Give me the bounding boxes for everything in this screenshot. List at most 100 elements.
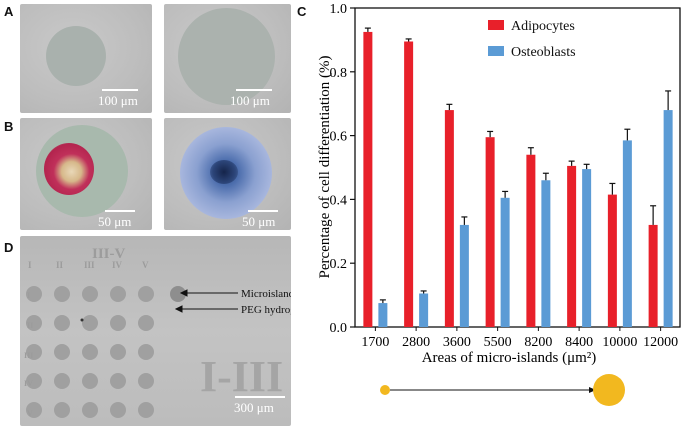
microisland-dot (82, 373, 98, 389)
chart-axes (354, 7, 681, 328)
scale-label-a-left: 100 μm (98, 93, 138, 108)
microisland-dot (26, 402, 42, 418)
x-tick-label: 8400 (565, 335, 593, 350)
col-label-2: II (56, 260, 64, 270)
large-microisland (178, 8, 275, 105)
microisland-dot (138, 373, 154, 389)
bar-adipocytes-12000 (648, 224, 658, 327)
col-label-5: V (142, 260, 149, 270)
x-tick-label: 1700 (361, 335, 389, 350)
size-indicator (380, 374, 625, 406)
col-label-3: III (84, 260, 95, 270)
microisland-label: Microisland (241, 288, 291, 300)
y-tick-label: 0.6 (330, 130, 348, 145)
microisland-dot (26, 286, 42, 302)
bar-adipocytes-3600 (444, 110, 454, 327)
bar-osteoblasts-1700 (378, 303, 388, 327)
debris-dot (80, 318, 84, 322)
microisland-dot (110, 286, 126, 302)
microisland-dot (110, 373, 126, 389)
col-label-4: IV (112, 260, 123, 270)
y-axis-label: Percentage of cell differentiation (%) (317, 56, 333, 279)
microisland-dot (110, 402, 126, 418)
microisland-dot (82, 286, 98, 302)
scale-label-b-left: 50 μm (98, 214, 132, 229)
microisland-dot (82, 344, 98, 360)
chart-bars (363, 27, 673, 328)
bar-osteoblasts-8200 (541, 180, 551, 327)
y-tick-label: 0.0 (330, 321, 348, 336)
microisland-dot (54, 286, 70, 302)
bar-adipocytes-8400 (567, 165, 577, 327)
microisland-dot (138, 286, 154, 302)
bar-adipocytes-8200 (526, 154, 536, 327)
annotation-arrows (174, 289, 238, 313)
row-label-2: II (27, 321, 33, 330)
micrograph-a-left: 100 μm (20, 4, 152, 113)
microisland-dot (26, 344, 42, 360)
bar-osteoblasts-10000 (622, 140, 632, 327)
micrograph-d: III-V I II III IV V I II III IV V I-III … (20, 236, 291, 426)
x-tick-label: 10000 (602, 335, 637, 350)
bar-chart: 0.0 0.2 0.4 0.6 0.8 1.0 1700 2800 3600 5500 8200 84… (317, 2, 681, 406)
microisland-dot (110, 315, 126, 331)
size-arrow-head (589, 387, 596, 393)
microisland-dot (26, 315, 42, 331)
small-area-marker (380, 385, 390, 395)
col-label-1: I (28, 260, 32, 270)
microisland-dot (54, 315, 70, 331)
microisland-dot (138, 402, 154, 418)
microisland-dot (82, 402, 98, 418)
microisland-dot (138, 344, 154, 360)
row-label-4: IV (24, 379, 33, 388)
x-tick-label: 3600 (443, 335, 471, 350)
bar-osteoblasts-5500 (500, 197, 510, 327)
panel-letter-b: B (4, 119, 14, 134)
scale-label-a-right: 100 μm (230, 93, 270, 108)
legend-label-osteoblasts: Osteoblasts (511, 45, 576, 60)
bar-adipocytes-5500 (485, 137, 495, 327)
y-tick-label: 0.4 (330, 193, 348, 208)
blue-stain-core (210, 160, 238, 184)
scale-label-b-right: 50 μm (242, 214, 276, 229)
arrow-head-microisland (179, 289, 188, 297)
legend-swatch-adipocytes (488, 20, 504, 30)
scale-bar (236, 89, 272, 91)
scale-bar (235, 396, 285, 398)
bar-adipocytes-2800 (404, 41, 414, 328)
bar-adipocytes-10000 (607, 194, 617, 327)
legend-label-adipocytes: Adipocytes (511, 19, 575, 34)
x-tick-label: 2800 (402, 335, 430, 350)
microisland-dot (54, 373, 70, 389)
micrograph-a-right: 100 μm (164, 4, 291, 113)
scale-bar (102, 89, 138, 91)
microisland-array: III-V I II III IV V I II III IV V I-III … (24, 246, 291, 418)
roman-header: III-V (92, 246, 126, 262)
microisland-dot (138, 315, 154, 331)
x-axis-label: Areas of micro-islands (μm²) (422, 350, 597, 366)
microisland-dot (110, 344, 126, 360)
scale-bar (105, 210, 135, 212)
microisland-dot (54, 344, 70, 360)
micrograph-b-right: 50 μm (164, 118, 291, 230)
x-tick-label: 5500 (484, 335, 512, 350)
roman-labels: III-V I II III IV V I II III IV V I-III (24, 246, 283, 418)
bar-osteoblasts-8400 (582, 169, 592, 327)
row-label-5: V (27, 409, 33, 418)
bar-osteoblasts-12000 (663, 110, 673, 327)
highlighted-microisland (170, 286, 186, 302)
x-tick-label: 8200 (524, 335, 552, 350)
chart-legend: Adipocytes Osteoblasts (488, 19, 576, 60)
large-area-marker (593, 374, 625, 406)
plot-frame (354, 7, 681, 328)
arrow-head-peg (174, 305, 183, 313)
scale-label-d: 300 μm (234, 400, 274, 415)
micrograph-b-left: 50 μm (20, 118, 152, 230)
x-tick-label: 12000 (643, 335, 678, 350)
row-label-3: III (24, 351, 33, 360)
microisland-dot (26, 373, 42, 389)
bar-osteoblasts-3600 (459, 224, 469, 327)
y-tick-label: 0.8 (330, 66, 348, 81)
microisland-dot (54, 402, 70, 418)
peg-hydrogel-label: PEG hydrogel (241, 304, 291, 316)
